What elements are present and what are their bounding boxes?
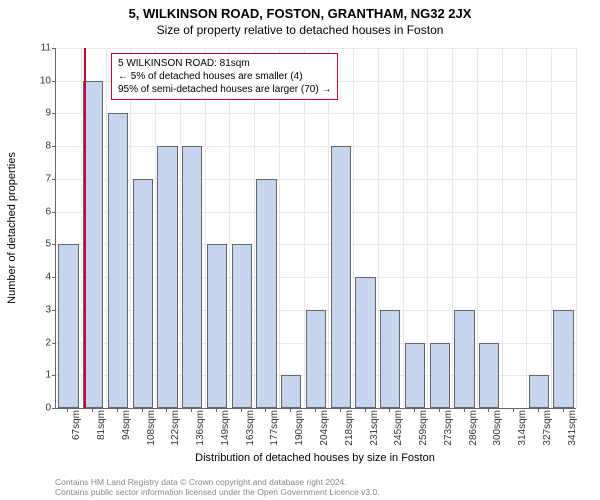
x-tick-label: 341sqm (567, 410, 578, 446)
y-tick-label: 5 (45, 239, 51, 250)
footer-line-2: Contains public sector information licen… (55, 488, 600, 498)
y-tick-label: 11 (41, 43, 51, 54)
highlight-marker-line (84, 48, 86, 408)
x-tick-label: 204sqm (319, 410, 330, 446)
x-tick-label: 108sqm (146, 410, 157, 446)
bar (380, 310, 400, 408)
y-tick-label: 10 (40, 75, 51, 86)
y-axis-label: Number of detached properties (6, 152, 18, 304)
x-tick-label: 273sqm (443, 410, 454, 446)
bar (306, 310, 326, 408)
x-tick-label: 163sqm (245, 410, 256, 446)
x-tick-label: 327sqm (542, 410, 553, 446)
y-tick-label: 4 (45, 272, 51, 283)
bar (405, 343, 425, 408)
x-tick-label: 81sqm (96, 410, 107, 440)
y-tick-label: 9 (45, 108, 51, 119)
x-tick-label: 67sqm (71, 410, 82, 440)
x-tick-label: 122sqm (170, 410, 181, 446)
x-tick-label: 94sqm (121, 410, 132, 440)
bar (207, 244, 227, 408)
footer-attribution: Contains HM Land Registry data © Crown c… (0, 478, 600, 498)
y-tick-label: 2 (45, 337, 51, 348)
x-tick-label: 245sqm (393, 410, 404, 446)
annotation-line-2: ← 5% of detached houses are smaller (4) (118, 70, 331, 83)
annotation-box: 5 WILKINSON ROAD: 81sqm ← 5% of detached… (111, 53, 338, 100)
bar (529, 375, 549, 408)
x-tick-label: 286sqm (468, 410, 479, 446)
x-tick-label: 300sqm (492, 410, 503, 446)
x-axis-label: Distribution of detached houses by size … (55, 452, 575, 464)
bar (454, 310, 474, 408)
x-tick-label: 136sqm (195, 410, 206, 446)
bar (232, 244, 252, 408)
chart-title-sub: Size of property relative to detached ho… (0, 21, 600, 37)
bar (133, 179, 153, 408)
x-tick-label: 177sqm (269, 410, 280, 446)
x-tick-label: 218sqm (344, 410, 355, 446)
bar (182, 146, 202, 408)
y-tick-label: 1 (45, 370, 51, 381)
bar (553, 310, 573, 408)
bar (281, 375, 301, 408)
y-tick-label: 7 (45, 173, 51, 184)
bar (108, 113, 128, 408)
x-tick-label: 149sqm (220, 410, 231, 446)
annotation-line-3: 95% of semi-detached houses are larger (… (118, 83, 331, 96)
chart-container: 5, WILKINSON ROAD, FOSTON, GRANTHAM, NG3… (0, 0, 600, 500)
x-tick-label: 314sqm (517, 410, 528, 446)
bar (83, 81, 103, 408)
x-axis-ticks: 67sqm 81sqm 94sqm 108sqm 122sqm 136sqm 149sqm 1… (55, 408, 575, 458)
x-tick-label: 259sqm (418, 410, 429, 446)
y-tick-label: 3 (45, 304, 51, 315)
bar (355, 277, 375, 408)
plot-area: 5 WILKINSON ROAD: 81sqm ← 5% of detached… (55, 48, 576, 409)
y-tick-label: 0 (45, 403, 51, 414)
x-tick-label: 231sqm (369, 410, 380, 446)
bar (479, 343, 499, 408)
bar (58, 244, 78, 408)
bar (430, 343, 450, 408)
chart-title-address: 5, WILKINSON ROAD, FOSTON, GRANTHAM, NG3… (0, 0, 600, 21)
x-tick-label: 190sqm (294, 410, 305, 446)
y-tick-label: 6 (45, 206, 51, 217)
bar (157, 146, 177, 408)
annotation-line-1: 5 WILKINSON ROAD: 81sqm (118, 57, 331, 70)
bar (256, 179, 276, 408)
y-tick-label: 8 (45, 141, 51, 152)
bar (331, 146, 351, 408)
